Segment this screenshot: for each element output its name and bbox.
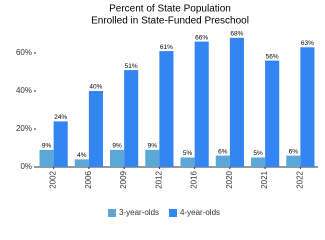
bar — [229, 37, 244, 167]
bar — [286, 155, 301, 167]
value-label: 61% — [160, 44, 173, 51]
value-label: 24% — [54, 114, 67, 121]
bar — [180, 157, 195, 167]
y-tick-label: 20% — [16, 124, 32, 133]
bar — [39, 149, 54, 167]
x-tick-label: 2020 — [225, 170, 234, 188]
value-label: 9% — [42, 143, 52, 150]
value-label: 4% — [77, 152, 87, 159]
legend-swatch — [108, 209, 116, 217]
bar — [300, 47, 315, 167]
bar — [215, 155, 230, 167]
value-label: 63% — [301, 40, 314, 47]
value-label: 6% — [218, 148, 228, 155]
bar — [88, 91, 103, 167]
x-tick-label: 2009 — [119, 170, 128, 188]
bar — [145, 149, 160, 167]
bar — [251, 157, 266, 167]
legend-label: 3-year-olds — [119, 208, 159, 217]
chart-title: Enrolled in State-Funded Preschool — [91, 16, 249, 27]
x-tick-label: 2016 — [190, 170, 199, 188]
y-tick-label: 0% — [20, 162, 32, 171]
value-label: 9% — [112, 143, 122, 150]
bar — [265, 60, 280, 167]
x-tick-label: 2021 — [260, 170, 269, 188]
value-label: 66% — [195, 34, 208, 41]
value-label: 6% — [289, 148, 299, 155]
value-label: 51% — [125, 63, 138, 70]
value-label: 9% — [148, 143, 158, 150]
bar — [74, 159, 89, 167]
legend-swatch — [169, 209, 178, 217]
bar — [194, 41, 209, 167]
bar — [159, 51, 174, 167]
y-tick-label: 60% — [16, 48, 32, 57]
value-label: 40% — [89, 84, 102, 91]
value-label: 68% — [230, 31, 243, 38]
x-tick-label: 2006 — [84, 170, 93, 188]
value-label: 5% — [183, 150, 193, 157]
y-tick-label: 40% — [16, 86, 32, 95]
x-tick-label: 2002 — [49, 170, 58, 188]
bar — [53, 121, 68, 167]
x-tick-label: 2012 — [154, 170, 163, 188]
chart: Percent of State Population Enrolled in … — [16, 4, 318, 217]
value-label: 5% — [253, 150, 263, 157]
x-tick-label: 2022 — [295, 170, 304, 188]
page: {"chart_data": {"type": "bar", "title": … — [15, 3, 318, 218]
chart-title: Percent of State Population — [109, 4, 231, 15]
value-label: 56% — [266, 53, 279, 60]
bar — [124, 70, 139, 167]
bar — [110, 149, 125, 167]
legend-label: 4-year-olds — [180, 208, 220, 217]
